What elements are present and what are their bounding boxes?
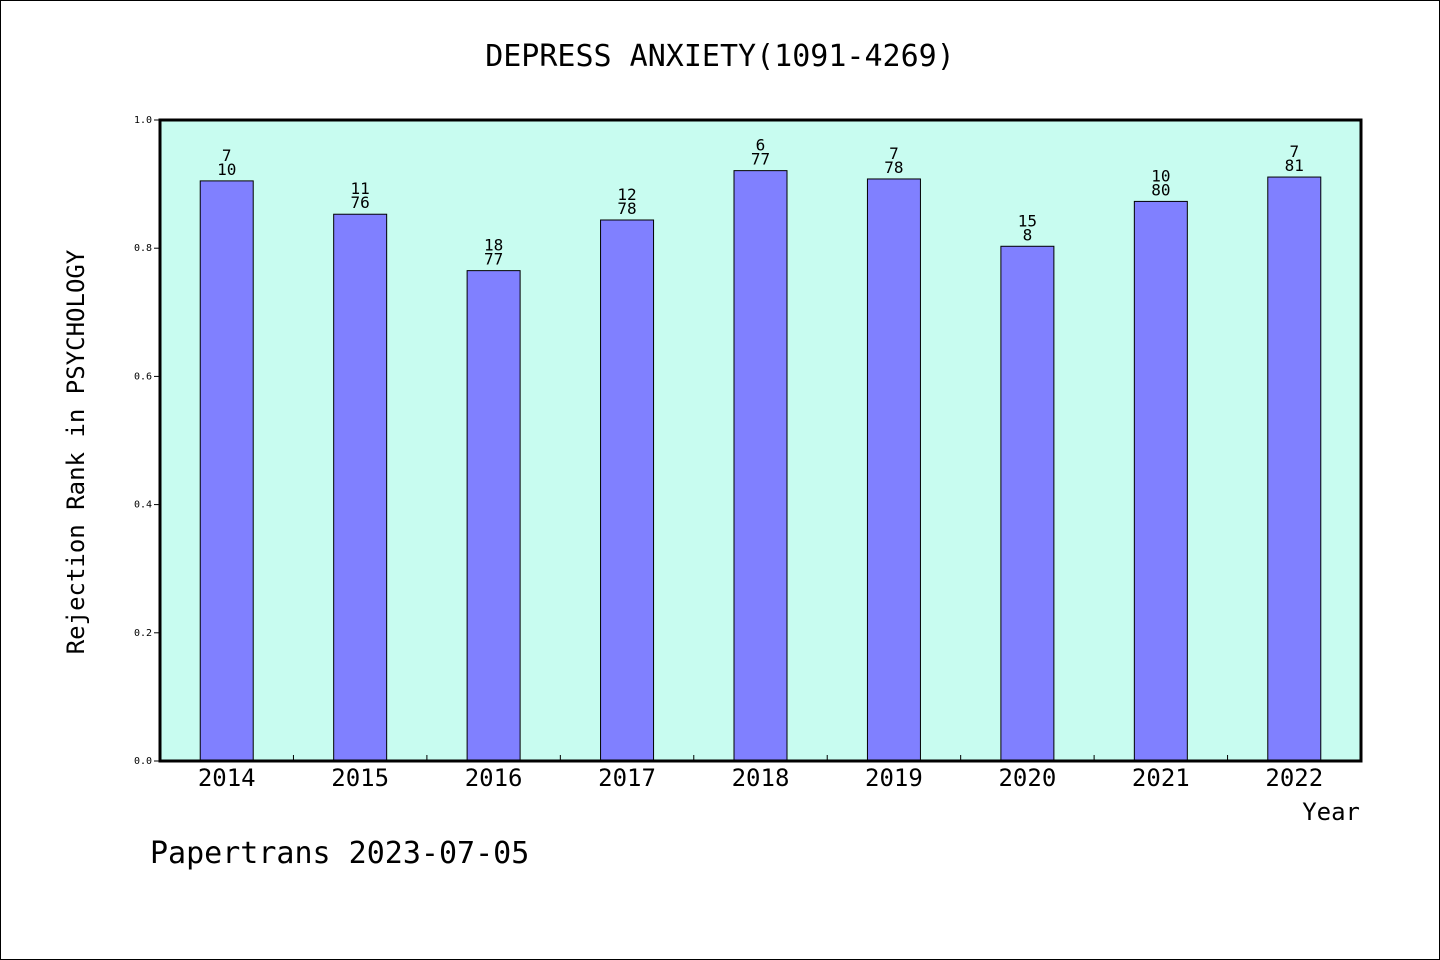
bar-label-bottom: 76 (351, 193, 370, 212)
x-tick-label: 2018 (732, 764, 790, 792)
x-tick-label: 2016 (465, 764, 523, 792)
y-tick-label: 0.4 (134, 500, 152, 511)
bar-label-bottom: 80 (1151, 180, 1170, 199)
bar-label-top: 11 (351, 179, 370, 198)
y-axis-ticks: 0.0 0.2 0.4 0.6 0.8 1.0 (134, 115, 160, 767)
bar-label-top: 18 (484, 236, 503, 255)
y-axis-title: Rejection Rank in PSYCHOLOGY (62, 249, 90, 654)
y-tick-label: 0.0 (134, 756, 152, 767)
bar-label-bottom: 77 (484, 250, 503, 269)
x-tick-label: 2014 (198, 764, 256, 792)
bar-label-bottom: 78 (884, 158, 903, 177)
y-tick-label: 1.0 (134, 115, 152, 126)
bar-label-top: 7 (889, 144, 899, 163)
x-axis-title: Year (1302, 798, 1360, 826)
y-tick-label: 0.8 (134, 243, 152, 254)
bar-label-top: 7 (222, 146, 232, 165)
x-tick-label: 2022 (1265, 764, 1323, 792)
bar-2017 (600, 219, 655, 762)
plot-border (158, 118, 1363, 763)
footer-credit: Papertrans 2023-07-05 (150, 836, 529, 871)
bar-2015 (333, 213, 388, 762)
bar-label-top: 7 (1289, 142, 1299, 161)
x-tick-label: 2021 (1132, 764, 1190, 792)
bar-label-top: 10 (1151, 166, 1170, 185)
x-tick-label: 2020 (998, 764, 1056, 792)
bar-2016 (466, 270, 521, 762)
bar-2014 (199, 180, 254, 762)
x-axis-ticks: 2014 2015 2016 2017 2018 2019 2020 2021 2022 (198, 755, 1323, 792)
bar-2019 (866, 178, 921, 762)
x-tick-label: 2015 (331, 764, 389, 792)
bar-2021 (1133, 200, 1188, 762)
y-tick-label: 0.6 (134, 371, 152, 382)
bar-label-bottom: 8 (1023, 225, 1033, 244)
bar-label-bottom: 81 (1285, 156, 1304, 175)
bar-label-top: 15 (1018, 211, 1037, 230)
x-tick-label: 2017 (598, 764, 656, 792)
bars (199, 170, 1322, 762)
bar-2020 (1000, 245, 1055, 762)
bar-label-bottom: 77 (751, 150, 770, 169)
x-tick-label: 2019 (865, 764, 923, 792)
chart-title: DEPRESS ANXIETY(1091-4269) (485, 39, 955, 74)
bar-label-bottom: 10 (217, 160, 236, 179)
bar-label-top: 12 (617, 185, 636, 204)
bar-label-bottom: 78 (617, 199, 636, 218)
bar-2018 (733, 170, 788, 762)
y-tick-label: 0.2 (134, 628, 152, 639)
bar-label-top: 6 (756, 136, 766, 155)
bar-2022 (1267, 176, 1322, 762)
